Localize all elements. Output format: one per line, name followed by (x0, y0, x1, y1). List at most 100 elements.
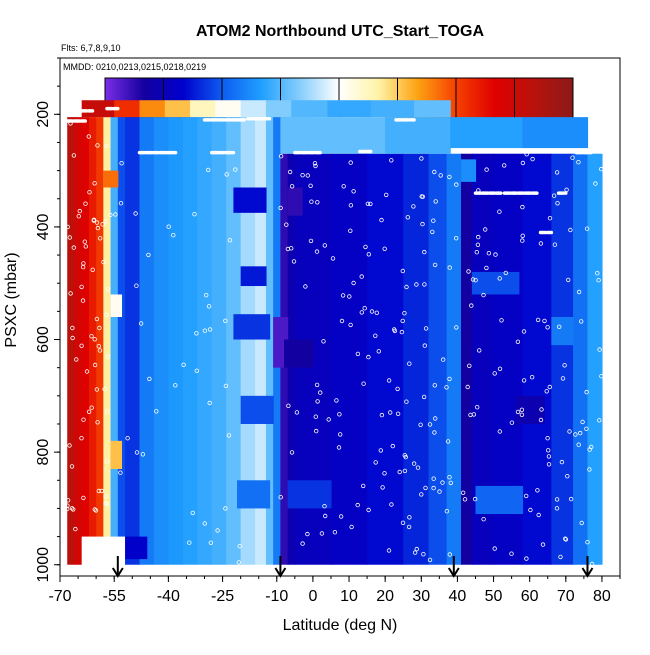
sample-point (432, 169, 437, 175)
sample-point (99, 488, 104, 494)
sample-point (395, 411, 401, 416)
heatmap-patch (233, 314, 271, 340)
sample-point (365, 201, 371, 206)
heatmap-column (428, 153, 448, 565)
sample-point (420, 221, 425, 227)
sample-point (334, 398, 339, 403)
sample-point (181, 362, 186, 367)
heatmap-top-cell (81, 100, 115, 118)
sample-point (545, 325, 550, 330)
heatmap-column (255, 117, 267, 565)
sample-point (431, 476, 436, 481)
sample-point (483, 227, 488, 232)
heatmap-column (240, 117, 256, 565)
sample-point (287, 169, 293, 175)
sample-point (154, 409, 159, 414)
x-tick-label: -40 (157, 588, 180, 605)
sample-point (194, 331, 199, 336)
marker-layer (64, 106, 604, 578)
sample-point (207, 327, 213, 332)
heatmap-column (168, 117, 184, 565)
sample-point (81, 417, 86, 422)
sample-point (366, 507, 371, 513)
sample-point (104, 312, 109, 317)
sample-point (338, 514, 344, 519)
sample-point (374, 310, 379, 315)
sample-point (347, 294, 352, 299)
sample-point (596, 278, 601, 283)
sample-point (215, 528, 220, 533)
heatmap-column (182, 117, 198, 565)
sample-point (73, 526, 78, 532)
sample-point (359, 310, 364, 315)
sample-point (423, 485, 428, 491)
sample-point (386, 548, 392, 553)
sample-point (313, 414, 318, 419)
sample-point (379, 412, 385, 418)
sample-point (146, 252, 151, 258)
sample-point (447, 475, 452, 480)
sample-point (326, 417, 331, 422)
sample-point (94, 220, 100, 225)
sample-point (363, 244, 368, 250)
x-axis-label: Latitude (deg N) (283, 617, 398, 634)
sample-point (535, 317, 541, 323)
sample-point (515, 409, 521, 415)
sample-point (497, 276, 502, 281)
heatmap-patch (103, 170, 119, 188)
sample-point (103, 219, 108, 224)
sample-point (599, 374, 604, 379)
sample-point (105, 287, 111, 292)
sample-point (379, 217, 384, 223)
sample-point (502, 163, 507, 168)
sample-point (65, 498, 71, 503)
sample-point (70, 507, 76, 512)
sample-point (104, 459, 110, 464)
sample-point (509, 551, 514, 556)
sample-point (171, 232, 176, 238)
sample-point (70, 325, 75, 331)
sample-point (542, 318, 547, 324)
sample-point (423, 326, 429, 331)
sample-point (519, 412, 525, 417)
sample-point (433, 416, 438, 421)
sample-point (314, 249, 320, 254)
x-tick-label: 40 (449, 588, 467, 605)
sample-point (71, 245, 76, 250)
sample-point (419, 492, 424, 497)
heatmap-top-cell (240, 100, 267, 118)
sample-point (447, 265, 452, 270)
sample-point (351, 280, 356, 286)
sample-point (104, 143, 109, 148)
sample-point (438, 173, 443, 178)
sample-point (520, 238, 525, 243)
sample-point (497, 366, 503, 371)
heatmap-top-cell (265, 100, 292, 118)
heatmap-top-cell (139, 100, 166, 118)
x-tick-label: 80 (593, 588, 611, 605)
heatmap-patch (233, 187, 267, 213)
sample-point (206, 304, 212, 309)
sample-point (585, 540, 590, 545)
sample-point (469, 303, 474, 308)
x-tick-label: 20 (376, 588, 394, 605)
sample-point (573, 432, 578, 437)
x-tick-label: 0 (308, 588, 317, 605)
sample-point (69, 464, 75, 469)
sample-point (432, 262, 438, 268)
sample-point (303, 284, 308, 289)
sample-point (332, 530, 338, 535)
sample-point (447, 552, 452, 557)
sample-point (570, 155, 575, 160)
sample-point (81, 495, 86, 501)
sample-point (584, 226, 590, 231)
sample-point (223, 506, 228, 511)
heatmap-top-cell (522, 117, 589, 149)
y-tick-label: 800 (35, 439, 52, 466)
sample-point (337, 412, 342, 417)
sample-point (546, 454, 552, 459)
sample-point (444, 385, 449, 390)
sample-point (84, 369, 90, 374)
sample-point (497, 429, 502, 434)
sample-point (308, 238, 314, 244)
